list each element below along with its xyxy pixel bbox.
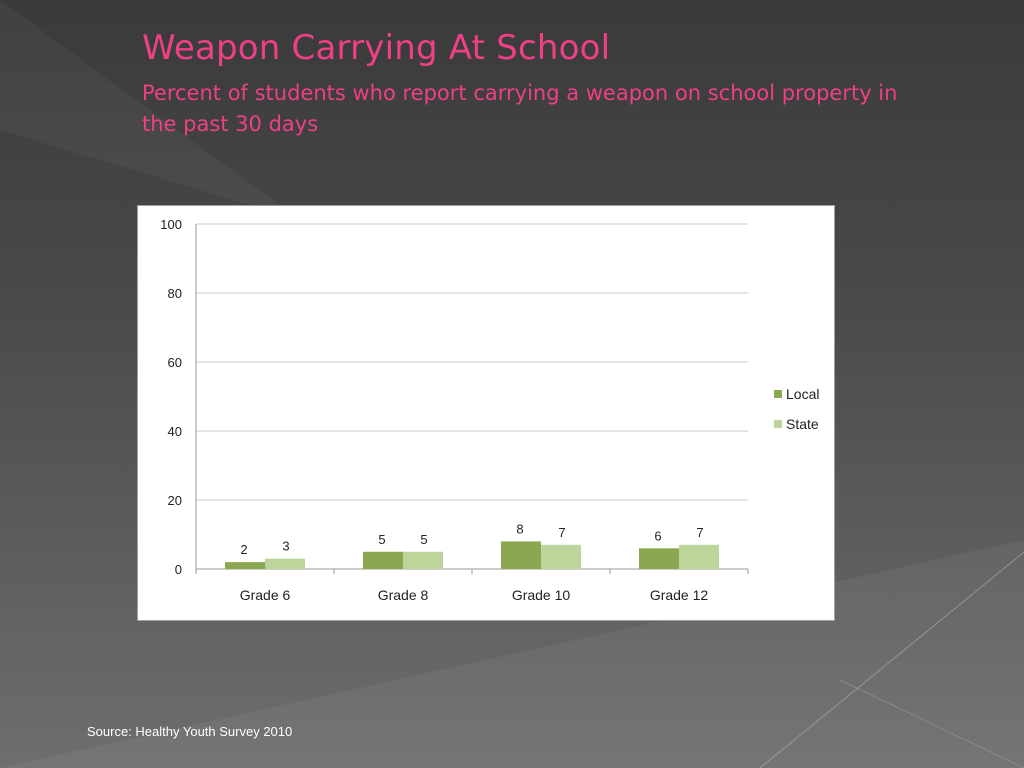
bar-local	[639, 548, 679, 569]
bar-chart: 0 20 40 60 80 100 Grade 6 2 3 Grade 8 5 5 Grade 10 8 7…	[160, 217, 819, 603]
legend-swatch-local	[774, 390, 782, 398]
bar-local	[501, 541, 541, 569]
legend-label-state: State	[786, 416, 819, 432]
source-note: Source: Healthy Youth Survey 2010	[87, 724, 293, 739]
x-tick-label: Grade 10	[512, 587, 571, 603]
data-label: 5	[378, 532, 385, 547]
bar-state	[403, 551, 443, 569]
legend-swatch-state	[774, 420, 782, 428]
y-tick-label: 100	[160, 217, 182, 232]
chart-container: 0 20 40 60 80 100 Grade 6 2 3 Grade 8 5 5 Grade 10 8 7…	[137, 205, 835, 621]
y-tick-label: 60	[168, 355, 182, 370]
bar-state	[679, 544, 719, 569]
legend-label-local: Local	[786, 386, 819, 402]
slide-subtitle: Percent of students who report carrying …	[142, 81, 898, 136]
y-tick-label: 40	[168, 424, 182, 439]
data-label: 3	[282, 539, 289, 554]
slide-title: Weapon Carrying At School	[142, 28, 611, 68]
x-tick-label: Grade 6	[240, 587, 291, 603]
data-label: 8	[516, 521, 523, 536]
bar-local	[363, 551, 403, 569]
y-tick-label: 80	[168, 286, 182, 301]
bar-state	[265, 558, 305, 569]
bar-state	[541, 544, 581, 569]
data-label: 6	[654, 528, 661, 543]
x-tick-label: Grade 8	[378, 587, 429, 603]
x-tick-label: Grade 12	[650, 587, 709, 603]
data-label: 2	[240, 542, 247, 557]
data-label: 5	[420, 532, 427, 547]
y-tick-label: 20	[168, 493, 182, 508]
data-label: 7	[558, 525, 565, 540]
bar-local	[225, 562, 265, 569]
y-tick-label: 0	[175, 562, 182, 577]
data-label: 7	[696, 525, 703, 540]
